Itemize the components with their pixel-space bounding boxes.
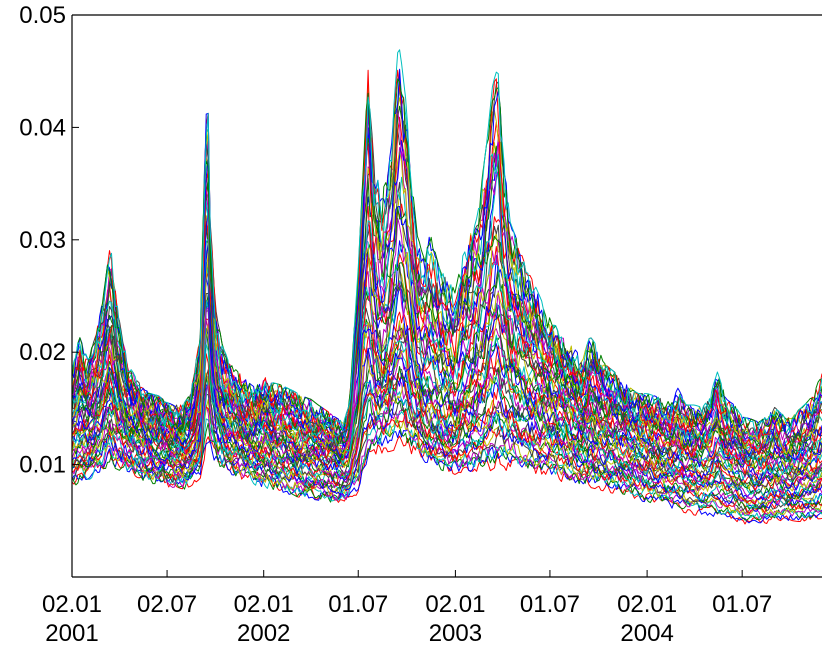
series-line [72, 301, 822, 491]
series-line [72, 49, 822, 438]
y-tick-label: 0.05 [19, 2, 66, 29]
x-tick-label: 01.07 [520, 591, 580, 618]
series-line [72, 381, 822, 512]
x-tick-label: 02.01 [234, 591, 294, 618]
y-tick-label: 0.04 [19, 114, 66, 141]
x-tick-year-label: 2004 [620, 620, 673, 647]
series-line [72, 216, 822, 469]
x-tick-label: 01.07 [712, 591, 772, 618]
series-line [72, 353, 822, 505]
x-tick-year-label: 2002 [237, 620, 290, 647]
series-line [72, 344, 822, 499]
x-tick-year-label: 2003 [429, 620, 482, 647]
series-layer [72, 49, 822, 525]
series-line [72, 178, 822, 461]
y-tick-label: 0.01 [19, 452, 66, 479]
series-line [72, 411, 822, 519]
x-tick-label: 02.01 [425, 591, 485, 618]
x-tick-year-label: 2001 [45, 620, 98, 647]
y-tick-label: 0.03 [19, 227, 66, 254]
x-tick-label: 02.01 [617, 591, 677, 618]
x-tick-label: 02.01 [42, 591, 102, 618]
x-tick-label: 01.07 [328, 591, 388, 618]
x-tick-label: 02.07 [137, 591, 197, 618]
y-tick-label: 0.02 [19, 339, 66, 366]
